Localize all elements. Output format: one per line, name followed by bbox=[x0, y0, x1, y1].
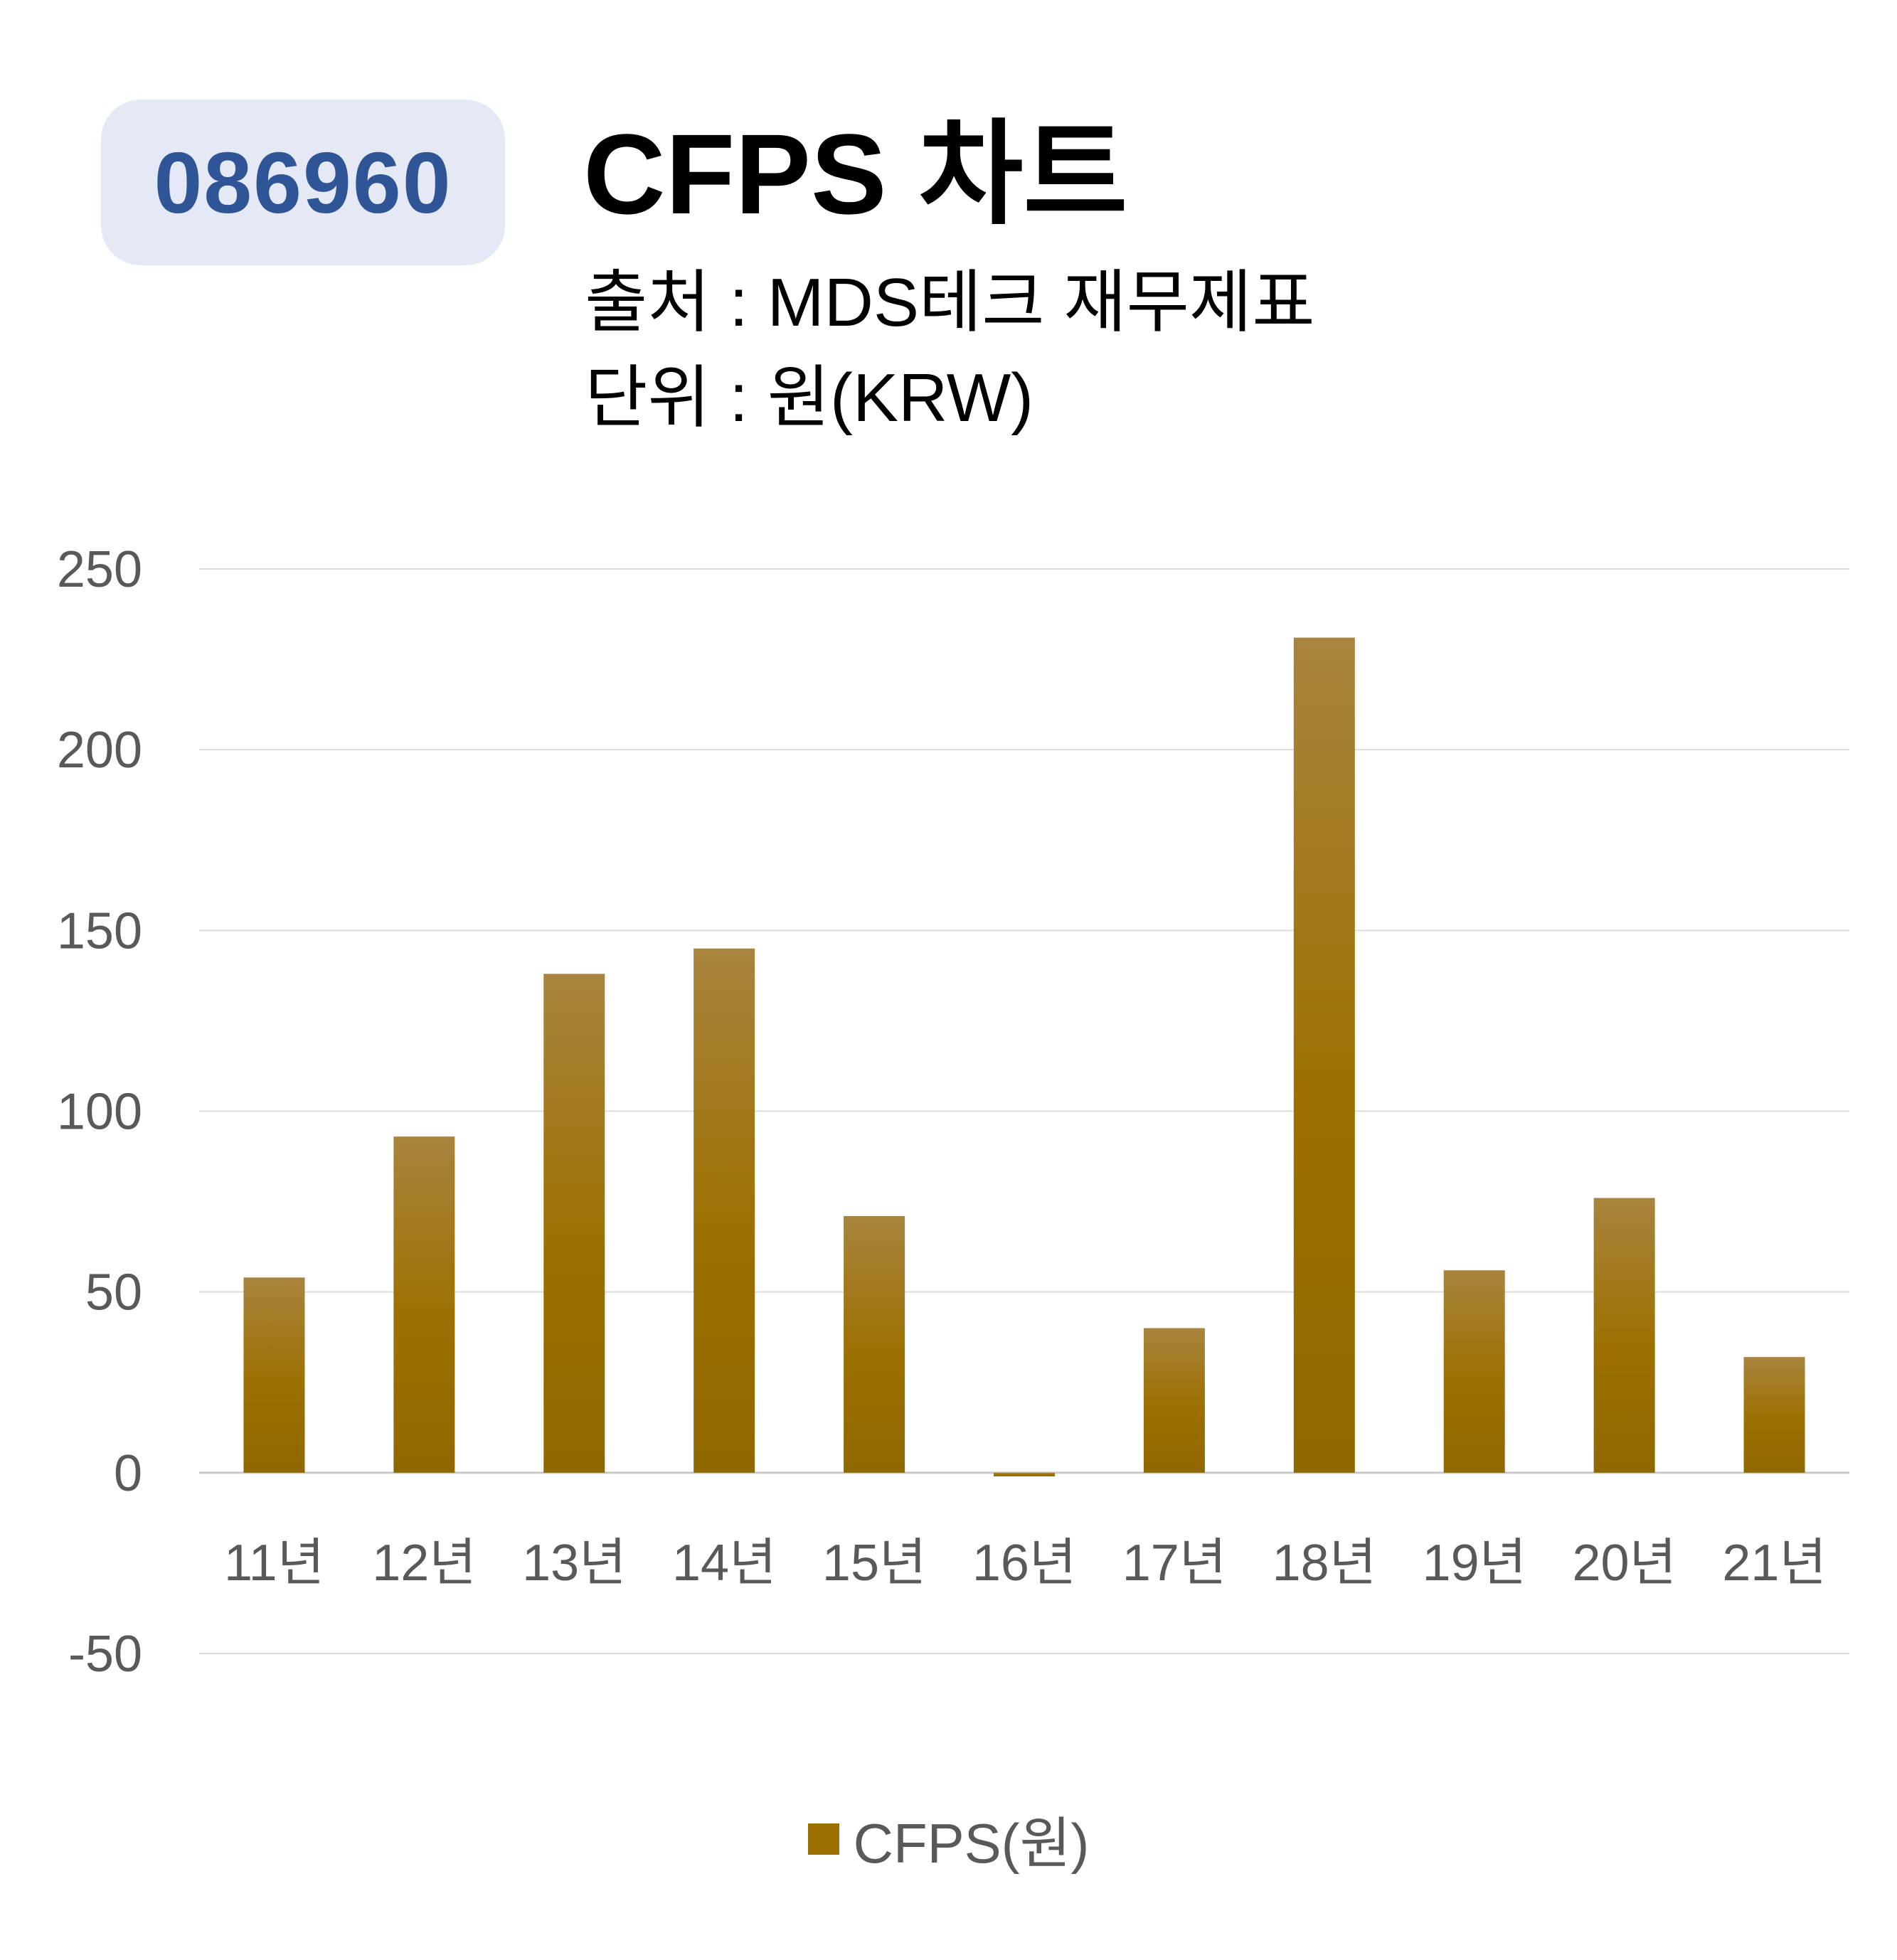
x-tick-label: 15년 bbox=[822, 1535, 926, 1592]
y-tick-label: -50 bbox=[68, 1626, 142, 1683]
bar-14년 bbox=[694, 948, 755, 1473]
unit-note: 단위 : 원(KRW) bbox=[585, 360, 1034, 436]
x-tick-label: 13년 bbox=[522, 1535, 626, 1592]
bar-11년 bbox=[243, 1277, 305, 1473]
x-tick-label: 16년 bbox=[972, 1535, 1076, 1592]
bar-20년 bbox=[1593, 1198, 1655, 1473]
y-tick-label: 50 bbox=[85, 1264, 142, 1321]
x-tick-label: 14년 bbox=[672, 1535, 776, 1592]
bar-21년 bbox=[1743, 1357, 1805, 1473]
bar-15년 bbox=[844, 1215, 905, 1473]
y-tick-label: 100 bbox=[57, 1084, 142, 1141]
source-note: 출처 : MDS테크 재무제표 bbox=[585, 265, 1315, 341]
bar-19년 bbox=[1443, 1270, 1505, 1473]
y-tick-label: 150 bbox=[57, 902, 142, 959]
x-tick-label: 19년 bbox=[1423, 1535, 1526, 1592]
legend-label: CFPS(원) bbox=[853, 1812, 1090, 1875]
chart-title: CFPS 차트 bbox=[583, 110, 1128, 238]
stock-code: 086960 bbox=[154, 134, 452, 231]
y-tick-label: 250 bbox=[57, 541, 142, 598]
chart-legend: CFPS(원) bbox=[0, 1799, 1897, 1879]
bar-17년 bbox=[1143, 1328, 1205, 1473]
bar-13년 bbox=[543, 974, 605, 1473]
x-tick-label: 12년 bbox=[372, 1535, 476, 1592]
x-tick-label: 11년 bbox=[224, 1535, 324, 1592]
x-tick-label: 21년 bbox=[1722, 1535, 1826, 1592]
x-tick-label: 20년 bbox=[1572, 1535, 1676, 1592]
bar-16년 bbox=[994, 1472, 1055, 1476]
y-tick-label: 200 bbox=[57, 722, 142, 779]
y-tick-label: 0 bbox=[114, 1445, 142, 1502]
x-tick-label: 17년 bbox=[1122, 1535, 1226, 1592]
bar-12년 bbox=[393, 1136, 455, 1473]
stock-code-badge: 086960 bbox=[101, 100, 505, 265]
legend-swatch bbox=[807, 1823, 839, 1855]
bar-18년 bbox=[1293, 637, 1355, 1473]
x-tick-label: 18년 bbox=[1272, 1535, 1376, 1592]
